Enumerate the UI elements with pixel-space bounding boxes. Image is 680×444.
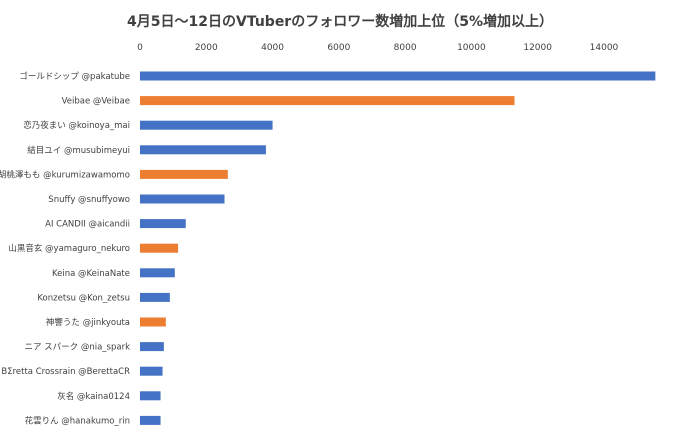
- category-label: 恋乃夜まい @koinoya_mai: [23, 120, 130, 131]
- bar: [140, 415, 161, 425]
- x-tick-label: 2000: [195, 43, 218, 53]
- category-label: 灰名 @kaina0124: [57, 391, 130, 402]
- chart-title: 4月5日～12日のVTuberのフォロワー数増加上位（5%増加以上）: [127, 13, 553, 30]
- category-label: Veibae @Veibae: [62, 97, 130, 107]
- bar: [140, 145, 266, 155]
- bar: [140, 366, 163, 376]
- bar: [140, 96, 515, 106]
- category-label: Konzetsu @Kon_zetsu: [37, 293, 130, 303]
- category-label: ニア スパーク @nia_spark: [24, 343, 130, 353]
- x-tick-label: 14000: [590, 43, 619, 53]
- x-tick-label: 10000: [457, 43, 486, 53]
- x-tick-label: 12000: [523, 43, 552, 53]
- x-tick-label: 8000: [394, 43, 417, 53]
- category-label: 花雲りん @hanakumo_rin: [25, 415, 130, 426]
- bar: [140, 317, 166, 327]
- x-tick-label: 4000: [261, 43, 284, 53]
- bars: [140, 71, 656, 425]
- x-tick-label: 6000: [327, 43, 350, 53]
- category-label: 結目ユイ @musubimeyui: [27, 145, 130, 156]
- bar: [140, 120, 273, 130]
- bar: [140, 71, 656, 81]
- bar: [140, 342, 164, 352]
- bar: [140, 268, 175, 278]
- bar: [140, 219, 186, 229]
- category-label: AI CANDII @aicandii: [45, 220, 130, 230]
- category-label: ゴールドシップ @pakatube: [19, 71, 130, 82]
- bar: [140, 169, 228, 179]
- x-tick-label: 0: [137, 43, 143, 53]
- category-label: Snuffy @snuffyowo: [48, 195, 130, 205]
- bar: [140, 391, 161, 401]
- category-label: Keina @KeinaNate: [52, 269, 130, 279]
- category-label: 胡桃澤もも @kurumizawamomo: [0, 169, 130, 180]
- bar: [140, 194, 225, 204]
- x-axis-ticks: 0 2000 4000 6000 8000 10000 12000 14000: [137, 43, 618, 53]
- category-label: 神響うた @jinkyouta: [46, 317, 130, 328]
- bar: [140, 292, 170, 302]
- category-label: 山黒音玄 @yamaguro_nekuro: [8, 243, 130, 254]
- category-label: BΣretta Crossrain @BerettaCR: [1, 367, 130, 377]
- bar: [140, 243, 179, 253]
- category-labels: ゴールドシップ @pakatube Veibae @Veibae 恋乃夜まい @ko…: [0, 71, 130, 426]
